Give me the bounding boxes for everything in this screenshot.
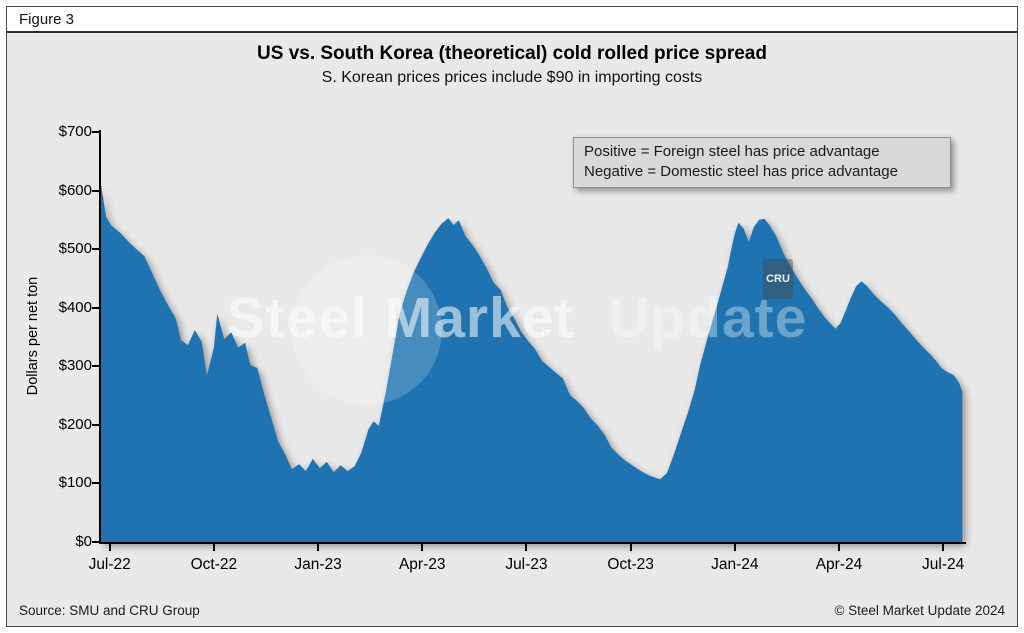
y-tick-label: $400 [58, 298, 92, 316]
y-tick-mark [92, 482, 99, 485]
x-tick-label: Jan-23 [294, 556, 342, 573]
x-tick-mark [212, 544, 215, 551]
y-tick-label: $700 [58, 123, 92, 140]
x-tick-label: Oct-22 [190, 556, 238, 573]
y-tick-label: $300 [58, 357, 92, 375]
y-axis-line [99, 130, 101, 544]
x-tick-mark [733, 544, 736, 551]
x-axis-line [99, 542, 966, 544]
plot-area [101, 132, 964, 542]
figure-footer: Source: SMU and CRU Group © Steel Market… [7, 596, 1017, 626]
figure-label: Figure 3 [19, 11, 75, 28]
annotation-line-positive: Positive = Foreign steel has price advan… [584, 143, 880, 160]
chart-subtitle: S. Korean prices prices include $90 in i… [321, 69, 703, 86]
x-tick-label: Apr-23 [398, 556, 446, 573]
x-tick-mark [525, 544, 528, 551]
y-tick-mark [92, 365, 99, 368]
y-tick-label: $600 [58, 181, 92, 199]
x-tick-mark [317, 544, 320, 551]
x-tick-label: Jul-22 [88, 556, 131, 573]
x-tick-label: Jul-24 [922, 556, 965, 573]
x-tick-mark [629, 544, 632, 551]
y-tick-label: $500 [58, 240, 92, 258]
figure-frame: Figure 3 US vs. South Korea (theoretical… [6, 6, 1018, 627]
x-tick-mark [108, 544, 111, 551]
area-chart-svg [101, 184, 963, 542]
figure-header: Figure 3 [7, 7, 1017, 33]
y-tick-mark [92, 131, 99, 133]
annotation-box: Positive = Foreign steel has price advan… [573, 137, 951, 188]
source-text: Source: SMU and CRU Group [19, 603, 200, 618]
y-tick-mark [92, 423, 99, 426]
copyright-text: © Steel Market Update 2024 [834, 603, 1005, 618]
y-tick-mark [92, 248, 99, 251]
annotation-line-negative: Negative = Domestic steel has price adva… [584, 163, 898, 181]
y-tick-mark [92, 189, 99, 192]
chart-title: US vs. South Korea (theoretical) cold ro… [257, 43, 767, 64]
price-spread-area [101, 184, 963, 542]
y-tick-mark [92, 541, 99, 543]
x-tick-label: Jul-23 [505, 556, 548, 573]
x-tick-mark [421, 544, 424, 551]
x-tick-mark [942, 544, 945, 551]
x-tick-label: Oct-23 [607, 556, 654, 573]
y-tick-label: $200 [58, 415, 92, 433]
x-tick-label: Jan-24 [711, 556, 759, 573]
x-tick-mark [837, 544, 840, 551]
x-tick-label: Apr-24 [815, 556, 863, 573]
y-tick-label: $100 [58, 474, 92, 492]
y-tick-mark [92, 306, 99, 309]
y-tick-label: $0 [75, 533, 92, 550]
